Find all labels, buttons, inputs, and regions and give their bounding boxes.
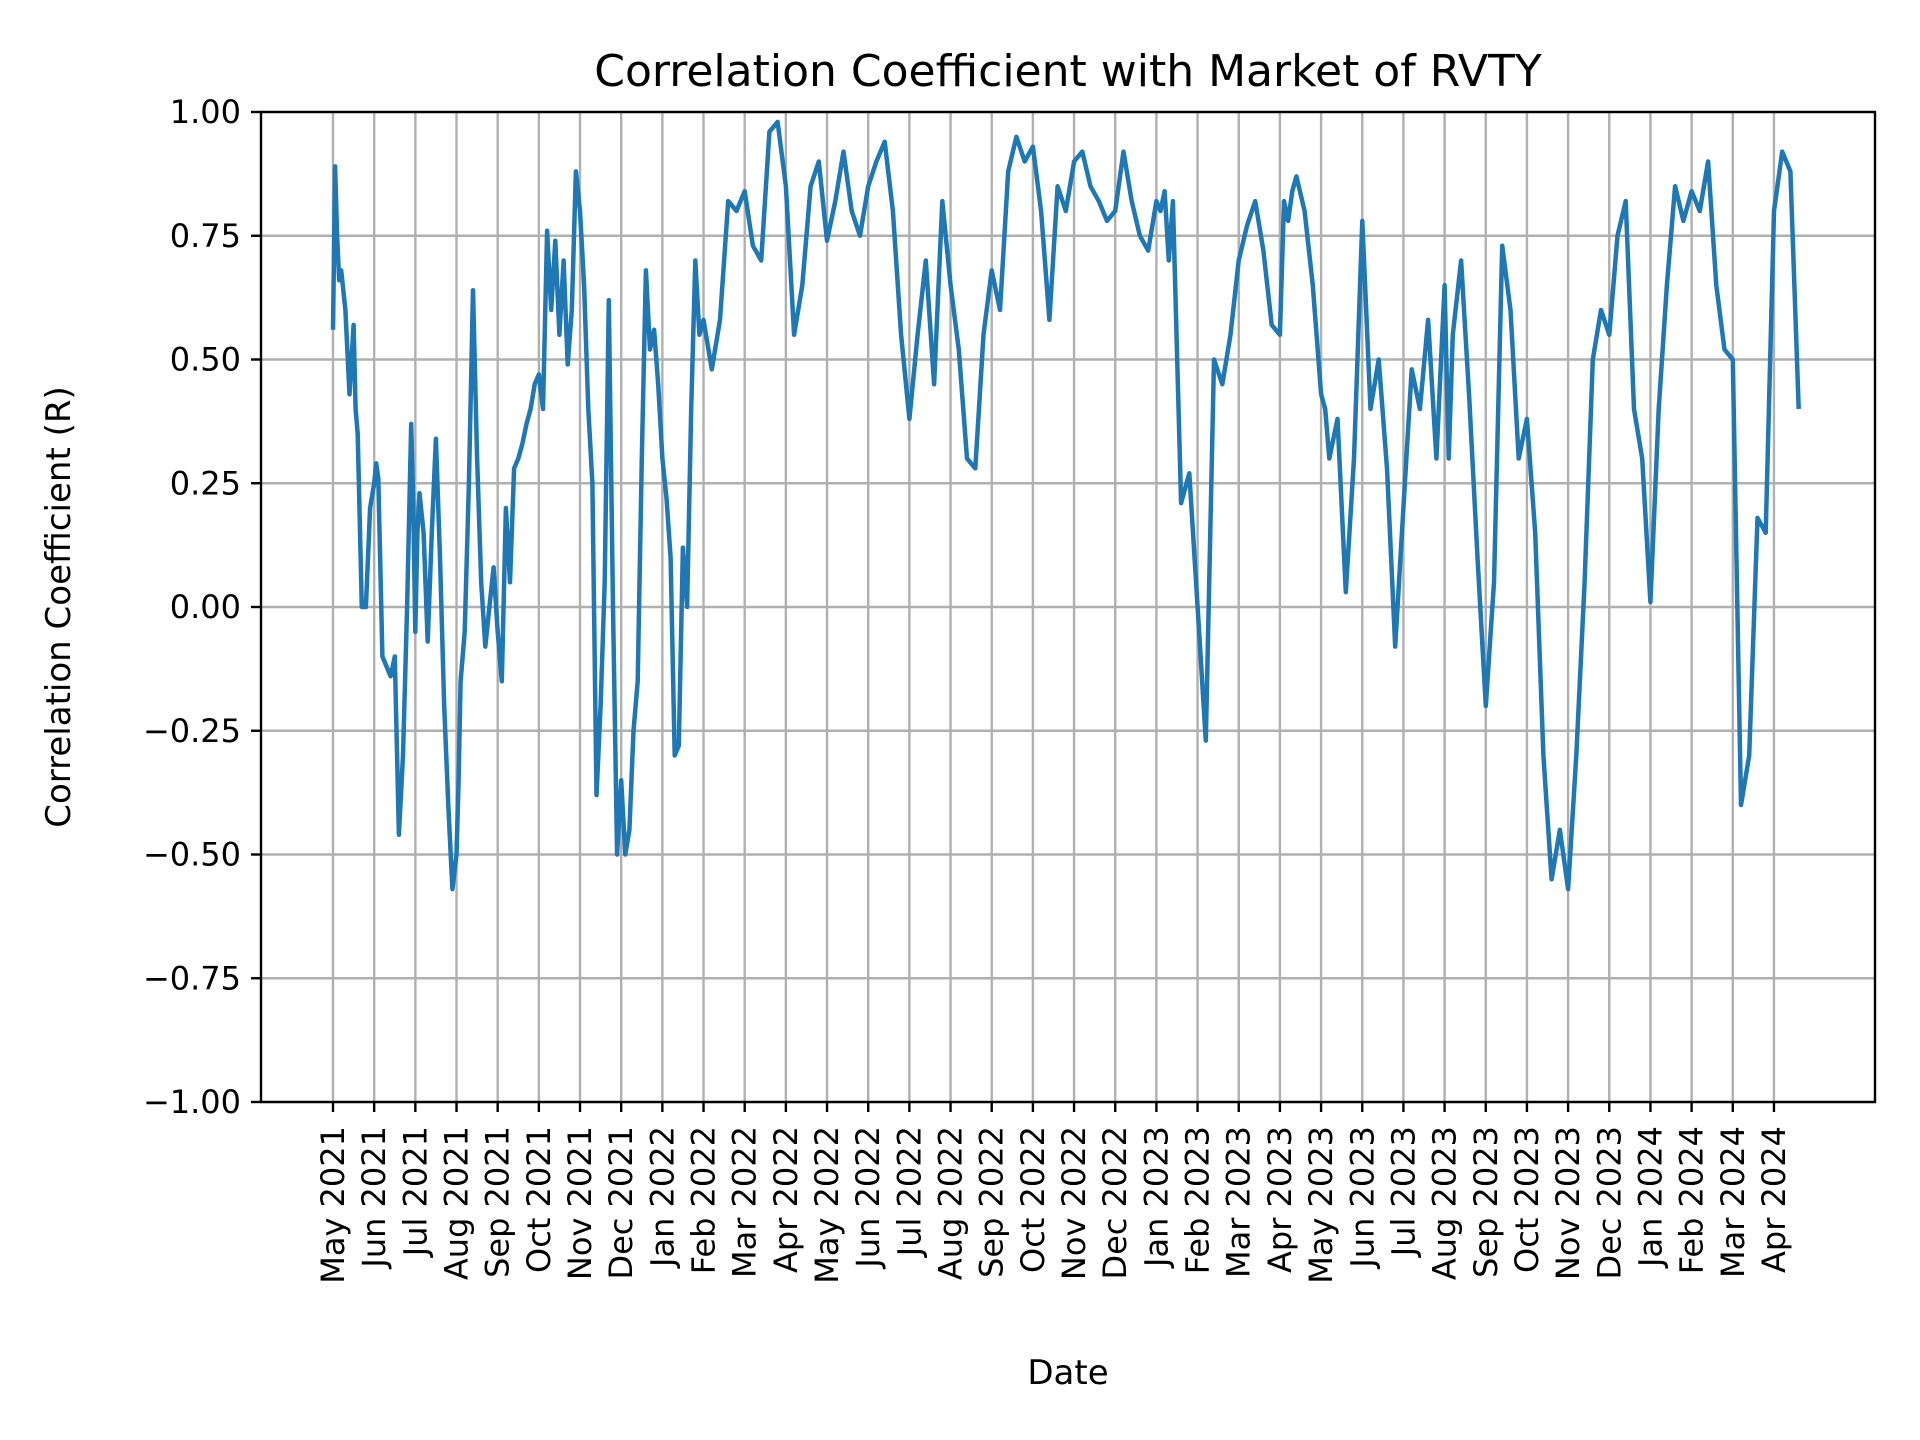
x-tick-label: Aug 2023 xyxy=(1426,1126,1464,1280)
x-tick-label: Sep 2023 xyxy=(1467,1126,1505,1278)
y-tick-label: −0.75 xyxy=(143,959,241,997)
chart-title: Correlation Coefficient with Market of R… xyxy=(594,46,1542,97)
x-tick-label: Jan 2022 xyxy=(643,1126,681,1269)
x-tick-label: Jun 2021 xyxy=(355,1126,393,1270)
y-tick-label: 1.00 xyxy=(170,93,241,131)
x-tick-label: Nov 2021 xyxy=(561,1126,599,1280)
x-tick-label: Mar 2024 xyxy=(1714,1126,1752,1278)
x-tick-label: Oct 2022 xyxy=(1014,1126,1052,1273)
x-tick-label: Nov 2022 xyxy=(1055,1126,1093,1280)
x-tick-label: Jul 2022 xyxy=(890,1126,928,1258)
y-tick-label: 0.00 xyxy=(170,588,241,626)
x-tick-label: Dec 2021 xyxy=(602,1126,640,1280)
y-axis: 1.00 0.75 0.50 0.25 0.00 −0.25 −0.50 −0.75 −1.00 xyxy=(143,93,261,1121)
x-tick-label: Apr 2022 xyxy=(767,1126,805,1273)
x-tick-label: May 2023 xyxy=(1302,1126,1340,1284)
x-tick-label: Aug 2022 xyxy=(932,1126,970,1280)
x-tick-label: Jun 2022 xyxy=(849,1126,887,1270)
x-tick-label: May 2022 xyxy=(808,1126,846,1284)
x-tick-label: Jul 2021 xyxy=(396,1126,434,1258)
series-line-rvty xyxy=(330,119,1801,892)
x-tick-label: Apr 2023 xyxy=(1261,1126,1299,1273)
x-tick-label: Dec 2023 xyxy=(1590,1126,1628,1280)
x-tick-label: Dec 2022 xyxy=(1096,1126,1134,1280)
x-tick-label: Jul 2023 xyxy=(1384,1126,1422,1258)
x-tick-label: Sep 2021 xyxy=(479,1126,517,1278)
x-axis: May 2021 Jun 2021 Jul 2021 Aug 2021 Sep 2021… xyxy=(314,1102,1793,1284)
y-tick-label: 0.75 xyxy=(170,217,241,255)
x-tick-label: Mar 2022 xyxy=(726,1126,764,1278)
x-tick-label: Jun 2023 xyxy=(1343,1126,1381,1270)
x-tick-label: Jan 2023 xyxy=(1137,1126,1175,1269)
x-tick-label: Jan 2024 xyxy=(1631,1126,1669,1269)
y-axis-label: Correlation Coefficient (R) xyxy=(39,386,79,828)
x-tick-label: Oct 2021 xyxy=(520,1126,558,1273)
x-tick-label: Nov 2023 xyxy=(1549,1126,1587,1280)
y-tick-label: 0.50 xyxy=(170,341,241,379)
x-axis-label: Date xyxy=(1027,1353,1108,1393)
y-tick-label: −1.00 xyxy=(143,1083,241,1121)
x-tick-label: Feb 2022 xyxy=(685,1126,723,1274)
x-tick-label: Oct 2023 xyxy=(1508,1126,1546,1273)
x-tick-label: Feb 2023 xyxy=(1179,1126,1217,1274)
x-tick-label: Apr 2024 xyxy=(1755,1126,1793,1273)
y-tick-label: 0.25 xyxy=(170,464,241,502)
y-tick-label: −0.25 xyxy=(143,712,241,750)
x-tick-label: Aug 2021 xyxy=(438,1126,476,1280)
x-tick-label: Sep 2022 xyxy=(973,1126,1011,1278)
x-tick-label: Feb 2024 xyxy=(1673,1126,1711,1274)
x-tick-label: Mar 2023 xyxy=(1220,1126,1258,1278)
y-tick-label: −0.50 xyxy=(143,836,241,874)
x-tick-label: May 2021 xyxy=(314,1126,352,1284)
